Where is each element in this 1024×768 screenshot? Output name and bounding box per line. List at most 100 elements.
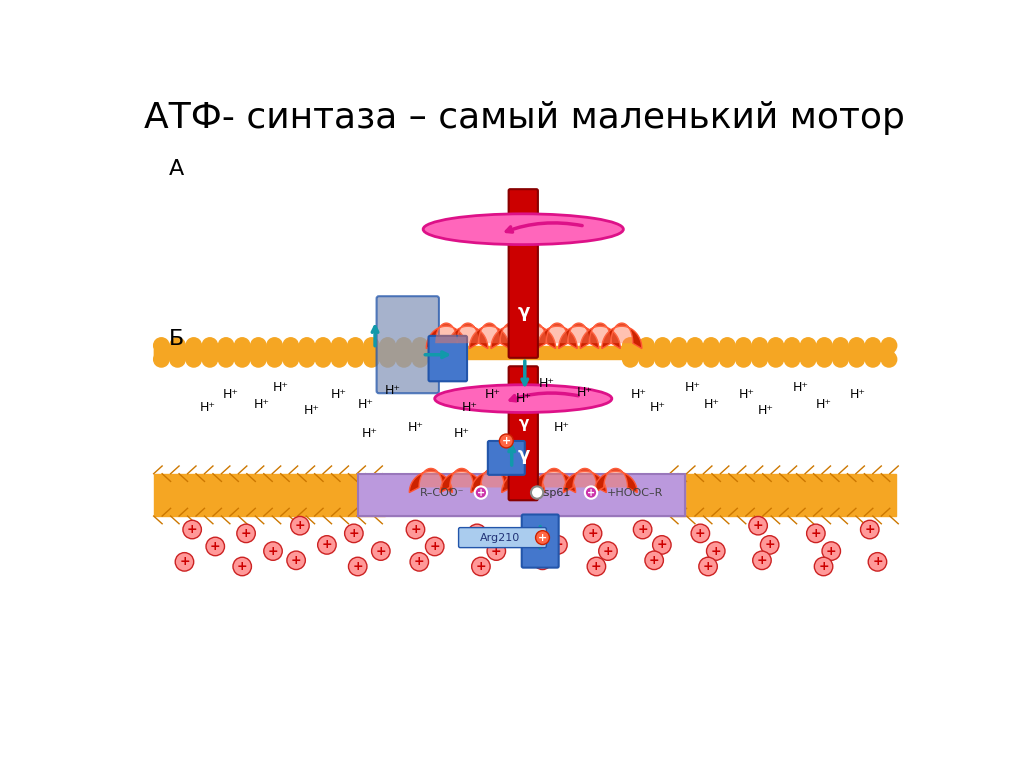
Text: +: + (811, 527, 821, 540)
Circle shape (264, 542, 283, 561)
Circle shape (154, 352, 169, 367)
Ellipse shape (423, 214, 624, 245)
Circle shape (687, 338, 702, 353)
Text: H⁺: H⁺ (254, 398, 269, 411)
Text: +: + (291, 554, 301, 567)
Circle shape (345, 524, 364, 543)
Circle shape (882, 338, 897, 353)
Polygon shape (602, 323, 642, 349)
Circle shape (585, 486, 597, 498)
Text: H⁺: H⁺ (454, 427, 470, 440)
Circle shape (623, 338, 638, 353)
Circle shape (753, 551, 771, 570)
Circle shape (623, 352, 638, 367)
Circle shape (784, 352, 800, 367)
Polygon shape (538, 323, 578, 349)
Circle shape (348, 352, 364, 367)
Text: H⁺: H⁺ (793, 381, 809, 393)
Text: +: + (711, 545, 721, 558)
Polygon shape (435, 323, 458, 343)
Circle shape (529, 516, 548, 535)
Circle shape (332, 352, 347, 367)
Circle shape (865, 338, 881, 353)
Polygon shape (502, 468, 545, 492)
Circle shape (407, 520, 425, 539)
FancyBboxPatch shape (509, 366, 538, 500)
Text: +: + (267, 545, 279, 558)
Circle shape (218, 338, 233, 353)
Circle shape (287, 551, 305, 570)
Polygon shape (419, 468, 442, 488)
Text: АТФ- синтаза – самый маленький мотор: АТФ- синтаза – самый маленький мотор (144, 101, 905, 134)
Circle shape (410, 553, 429, 571)
Text: H⁺: H⁺ (738, 389, 755, 401)
Circle shape (425, 538, 444, 556)
Bar (357, 474, 685, 516)
Circle shape (801, 338, 816, 353)
Circle shape (251, 338, 266, 353)
Text: +: + (477, 488, 485, 498)
Text: γ: γ (519, 415, 529, 431)
Text: Arg210: Arg210 (480, 532, 520, 543)
Text: +: + (538, 554, 548, 567)
Circle shape (720, 352, 735, 367)
Circle shape (170, 352, 185, 367)
Text: +: + (429, 540, 440, 553)
Polygon shape (604, 468, 628, 488)
Text: H⁺: H⁺ (272, 381, 289, 393)
Circle shape (475, 486, 487, 498)
Circle shape (860, 520, 879, 539)
Text: +: + (352, 560, 364, 573)
Circle shape (736, 338, 752, 353)
Circle shape (671, 352, 686, 367)
Text: +: + (753, 519, 764, 532)
Circle shape (299, 352, 314, 367)
Text: А: А (169, 159, 184, 179)
Circle shape (202, 338, 217, 353)
Polygon shape (511, 468, 536, 488)
Text: +: + (826, 545, 837, 558)
FancyBboxPatch shape (377, 296, 439, 393)
Text: H⁺: H⁺ (462, 402, 477, 415)
Circle shape (413, 338, 428, 353)
Circle shape (652, 536, 671, 554)
Text: +: + (818, 560, 828, 573)
Circle shape (833, 338, 848, 353)
Circle shape (752, 352, 767, 367)
Circle shape (332, 338, 347, 353)
Text: +: + (764, 538, 775, 551)
Polygon shape (478, 323, 501, 343)
Circle shape (849, 352, 864, 367)
Text: H⁺: H⁺ (685, 381, 700, 393)
Text: +: + (534, 519, 544, 532)
Circle shape (186, 338, 202, 353)
Circle shape (833, 352, 848, 367)
Polygon shape (581, 323, 621, 349)
Polygon shape (532, 468, 575, 492)
Text: +: + (322, 538, 332, 551)
Circle shape (691, 524, 710, 543)
Circle shape (175, 553, 194, 571)
Circle shape (500, 434, 513, 448)
Text: H⁺: H⁺ (850, 389, 866, 401)
Polygon shape (426, 323, 466, 349)
Circle shape (639, 352, 654, 367)
Circle shape (413, 352, 428, 367)
Text: +: + (702, 560, 714, 573)
Circle shape (348, 338, 364, 353)
Circle shape (267, 338, 283, 353)
Circle shape (703, 338, 719, 353)
Circle shape (534, 551, 552, 570)
Circle shape (315, 352, 331, 367)
Polygon shape (573, 468, 597, 488)
Circle shape (584, 524, 602, 543)
Text: H⁺: H⁺ (222, 389, 239, 401)
Text: +: + (591, 560, 602, 573)
Circle shape (380, 352, 395, 367)
Circle shape (703, 352, 719, 367)
Circle shape (380, 338, 395, 353)
Text: +: + (538, 532, 547, 543)
Polygon shape (542, 468, 566, 488)
Polygon shape (410, 468, 453, 492)
Circle shape (671, 338, 686, 353)
